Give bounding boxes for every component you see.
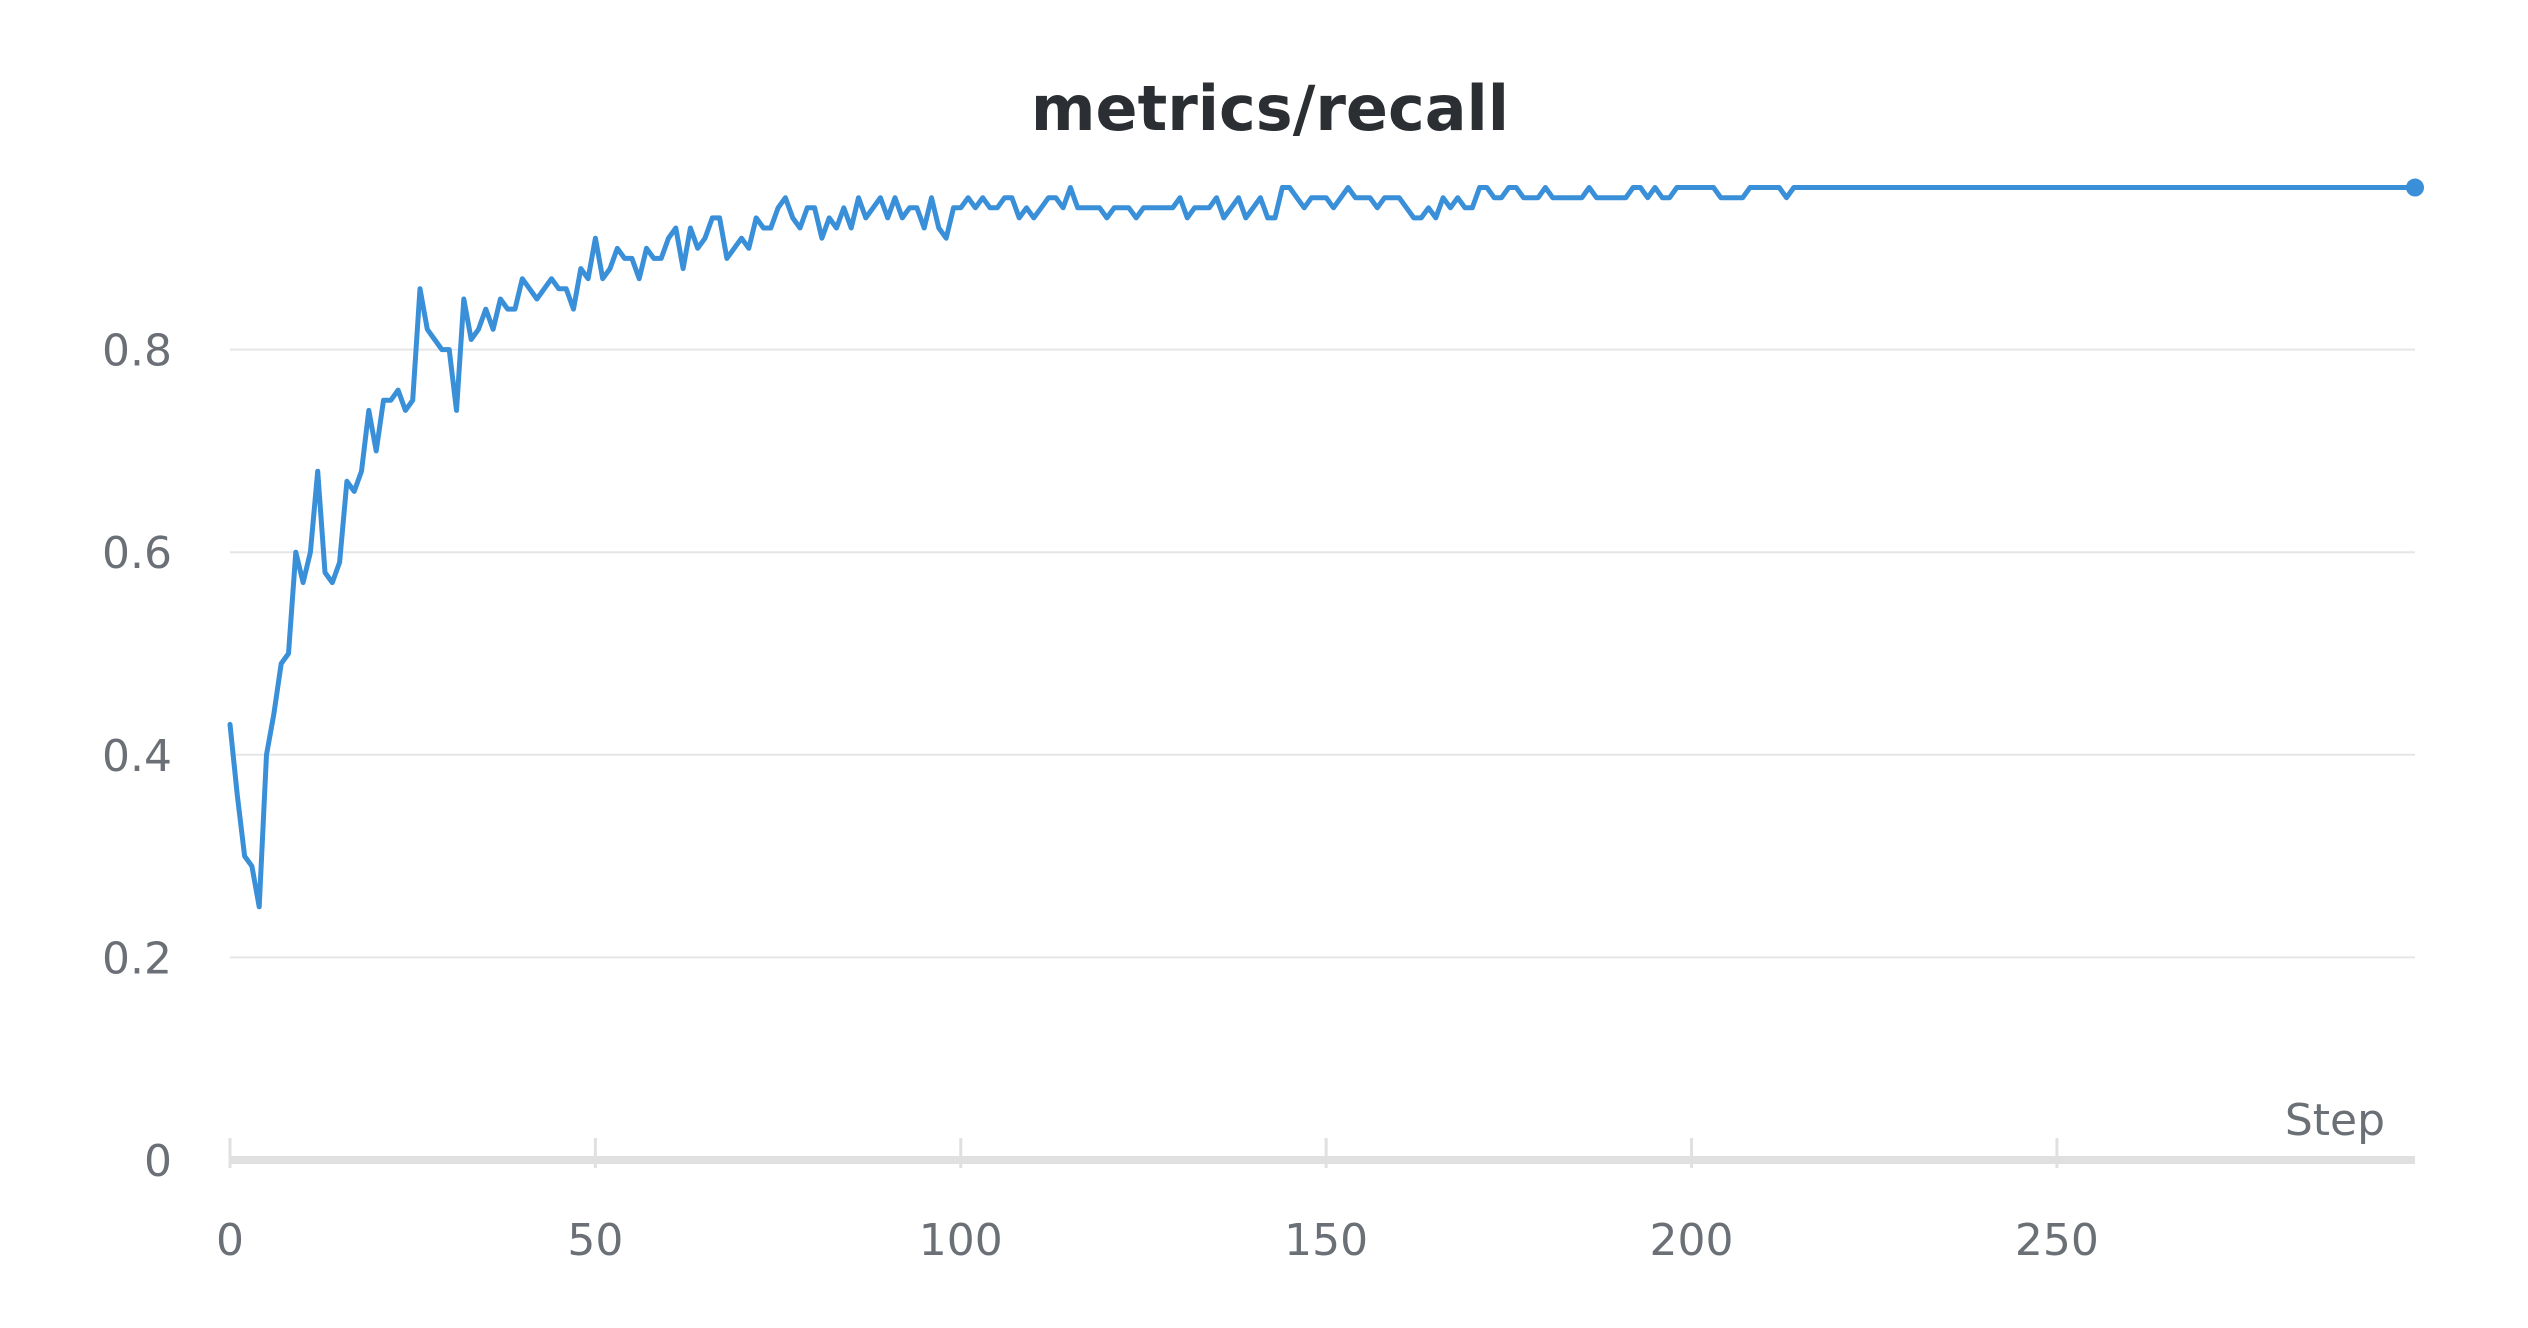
series-end-point-0 [2406,178,2424,197]
y-tick-label-4: 0.8 [102,326,172,377]
series-group [227,178,2424,910]
x-axis-label: Step [2285,1095,2385,1146]
x-tick-labels: 0 50 100 150 200 250 [216,1215,2099,1266]
x-tick-label-0: 0 [216,1215,244,1266]
series-line-0 [227,185,2418,910]
x-tick-label-3: 150 [1284,1215,1368,1266]
y-tick-label-1: 0.2 [102,933,172,984]
chart-title: metrics/recall [1031,72,1509,145]
x-tick-label-1: 50 [567,1215,623,1266]
x-tick-label-5: 250 [2015,1215,2099,1266]
x-tick-label-2: 100 [919,1215,1003,1266]
x-tick-label-4: 200 [1650,1215,1734,1266]
grid-lines [230,348,2415,959]
x-axis [228,1138,2415,1168]
y-tick-label-2: 0.4 [102,731,172,782]
y-tick-labels: 0 0.2 0.4 0.6 0.8 [102,326,172,1187]
y-tick-label-0: 0 [144,1136,172,1187]
y-tick-label-3: 0.6 [102,528,172,579]
